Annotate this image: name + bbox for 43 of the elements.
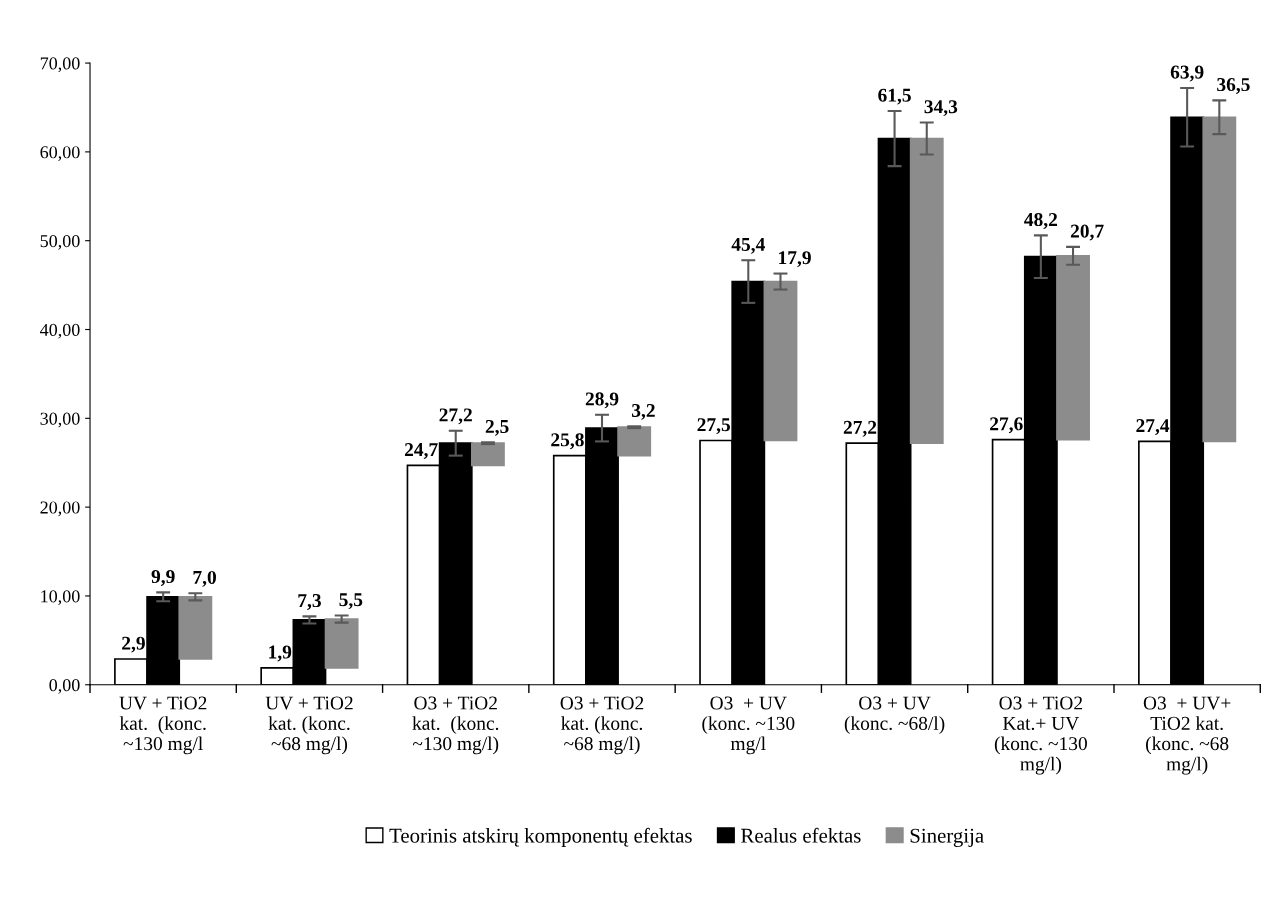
data-label: 34,3 <box>924 100 958 117</box>
y-tick-label: 50,00 <box>40 234 80 250</box>
data-label: 27,6 <box>990 417 1023 434</box>
x-tick-label: O3 + UV (konc. ~68/l) <box>844 696 945 734</box>
data-label: 2,5 <box>485 419 509 436</box>
data-label: 27,4 <box>1136 419 1170 435</box>
legend-label: Teorinis atskirų komponentų efektas <box>389 827 692 847</box>
data-label: 3,2 <box>632 403 655 420</box>
data-label: 45,4 <box>731 237 765 254</box>
y-tick-label: 60,00 <box>40 146 80 161</box>
data-label: 1,9 <box>269 645 292 662</box>
y-tick-label: 10,00 <box>41 590 80 605</box>
x-tick-label: O3 + TiO2 Kat.+ UV (konc. ~130 mg/l) <box>994 696 1087 775</box>
y-tick-label: 30,00 <box>40 412 80 428</box>
data-label: 48,2 <box>1024 212 1058 229</box>
data-label: 36,5 <box>1217 78 1250 94</box>
data-label: 28,9 <box>585 392 619 409</box>
data-label: 2,9 <box>122 636 145 653</box>
x-tick-label: UV + TiO2 kat. (konc. ~68 mg/l) <box>265 696 353 755</box>
legend-label: Realus efektas <box>741 827 861 843</box>
data-label: 5,5 <box>339 593 363 610</box>
data-label: 27,5 <box>697 418 731 435</box>
data-label: 17,9 <box>779 251 811 268</box>
data-label: 27,2 <box>439 408 472 425</box>
y-tick-label: 0,00 <box>49 679 80 694</box>
x-tick-label: UV + TiO2 kat. (konc. ~130 mg/l <box>119 696 207 755</box>
data-label: 61,5 <box>878 88 911 105</box>
data-label: 27,2 <box>843 420 877 437</box>
data-label: 7,0 <box>193 570 216 587</box>
x-tick-label: O3 + UV (konc. ~130 mg/l <box>702 696 795 755</box>
x-tick-label: O3 + UV+ TiO2 kat. (konc. ~68 mg/l) <box>1143 696 1231 775</box>
data-label: 63,9 <box>1170 65 1204 82</box>
data-label: 25,8 <box>551 433 584 450</box>
data-label: 20,7 <box>1070 224 1104 241</box>
y-tick-label: 40,00 <box>40 323 80 339</box>
x-tick-label: O3 + TiO2 kat. (konc. ~130 mg/l) <box>412 696 499 755</box>
y-tick-label: 20,00 <box>40 501 80 517</box>
data-label: 24,7 <box>404 443 438 459</box>
y-tick-label: 70,00 <box>40 57 80 73</box>
data-label: 9,9 <box>151 570 175 586</box>
data-label: 7,3 <box>298 594 321 610</box>
legend-label: Sinergija <box>910 828 984 848</box>
x-tick-label: O3 + TiO2 kat. (konc. ~68 mg/l) <box>560 696 644 755</box>
